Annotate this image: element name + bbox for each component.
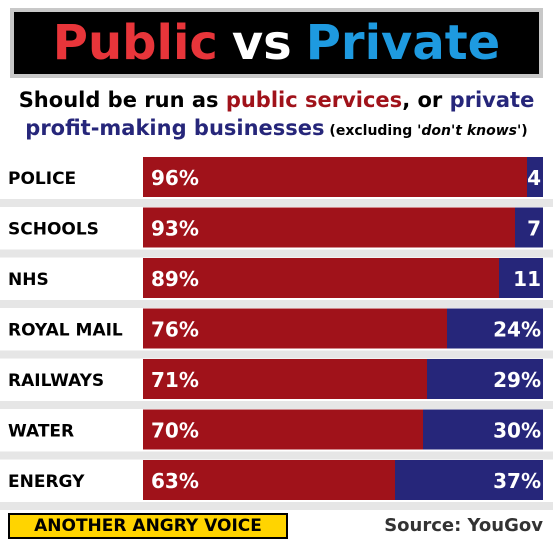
title-vs: vs [231, 15, 292, 71]
value-label-private: 4 [527, 166, 541, 190]
subtitle-line-1: Should be run as public services, or pri… [0, 88, 553, 112]
subtitle-text-a: Should be run as [18, 88, 226, 112]
bar-public [143, 460, 395, 500]
category-label: POLICE [8, 169, 76, 189]
bar-private [395, 460, 543, 500]
category-label: RAILWAYS [8, 371, 104, 391]
title-public: Public [52, 15, 218, 71]
subtitle-profit-making: profit-making businesses [25, 116, 325, 140]
bar-private [423, 409, 543, 450]
subtitle-text-b: , or [402, 88, 450, 112]
value-label-private: 24% [493, 318, 541, 342]
title-banner: Public vs Private [10, 8, 543, 78]
row-divider [0, 249, 553, 258]
subtitle-public-services: public services [225, 88, 403, 112]
bar-private [499, 258, 543, 298]
row-divider [0, 401, 553, 409]
subtitle-private: private [449, 88, 535, 112]
value-label-public: 76% [151, 318, 199, 342]
source-label: Source: YouGov [384, 515, 543, 536]
value-label-private: 30% [493, 419, 541, 443]
row-divider [0, 350, 553, 359]
value-label-public: 96% [151, 166, 199, 190]
bar-private [427, 359, 543, 399]
title-private: Private [305, 15, 501, 71]
row-divider [0, 300, 553, 308]
bar-public [143, 308, 447, 349]
bar-public [143, 359, 427, 399]
value-label-public: 71% [151, 368, 199, 392]
value-label-private: 7 [527, 217, 541, 241]
bar-private [515, 207, 543, 248]
value-label-public: 89% [151, 267, 199, 291]
row-divider [0, 199, 553, 207]
subtitle-line-2: profit-making businesses (excluding 'don… [0, 116, 553, 140]
category-label: WATER [8, 422, 74, 442]
value-label-private: 37% [493, 469, 541, 493]
bar-private [447, 308, 543, 349]
bar-private [527, 157, 543, 197]
subtitle-note: (excluding 'don't knows') [324, 123, 528, 139]
subtitle-note-c: ') [517, 123, 528, 139]
bar-public [143, 207, 515, 248]
value-label-public: 93% [151, 217, 199, 241]
value-label-public: 63% [151, 469, 199, 493]
category-label: ENERGY [8, 472, 85, 492]
bar-public [143, 157, 527, 197]
bar-public [143, 258, 499, 298]
category-label: NHS [8, 270, 49, 290]
row-divider [0, 502, 553, 510]
category-label: ROYAL MAIL [8, 321, 123, 341]
subtitle-note-dont-knows: don't knows [421, 123, 518, 139]
value-label-public: 70% [151, 419, 199, 443]
subtitle-note-a: (excluding ' [324, 123, 422, 139]
bar-public [143, 409, 423, 450]
brand-badge: ANOTHER ANGRY VOICE [8, 513, 288, 539]
value-label-private: 29% [493, 368, 541, 392]
category-label: SCHOOLS [8, 220, 99, 240]
row-divider [0, 451, 553, 460]
value-label-private: 11 [513, 267, 541, 291]
